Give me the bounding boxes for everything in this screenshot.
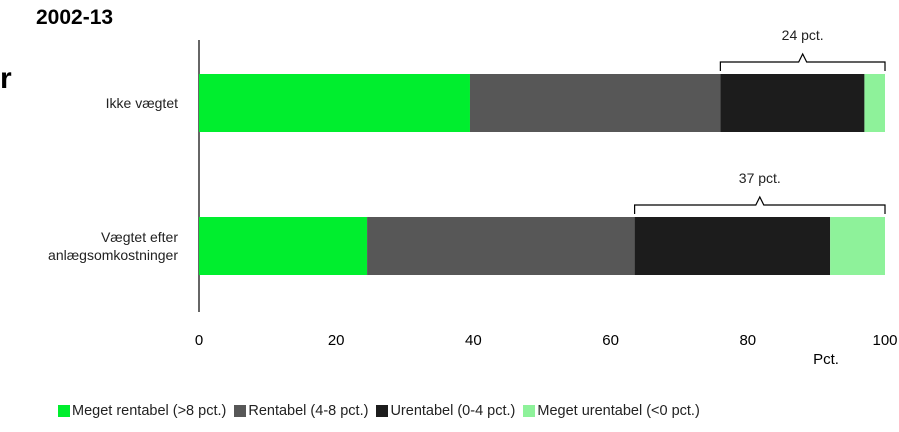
legend-item-2: Urentabel (0-4 pct.): [376, 403, 515, 419]
legend-swatch: [234, 405, 247, 417]
bar-segment-0-2: [720, 74, 865, 132]
legend-label: Rentabel (4-8 pct.): [248, 403, 369, 419]
legend-label: Meget urentabel (<0 pct.): [537, 403, 700, 419]
bar-segment-1-0: [199, 217, 368, 275]
legend-swatch: [523, 405, 536, 417]
category-label-1: Vægtet efter anlægsomkostninger: [48, 229, 178, 263]
bar-segment-1-1: [367, 217, 635, 275]
bar-segment-0-3: [864, 74, 885, 132]
x-tick-label: 40: [465, 332, 482, 349]
legend-item-1: Rentabel (4-8 pct.): [234, 403, 368, 419]
bar-segment-0-1: [469, 74, 721, 132]
x-tick-label: 100: [872, 332, 897, 349]
x-tick-label: 80: [739, 332, 756, 349]
x-tick-label: 60: [602, 332, 619, 349]
x-axis-label: Pct.: [813, 351, 839, 368]
legend-swatch: [58, 405, 70, 417]
legend-item-0: Meget rentabel (>8 pct.): [58, 403, 226, 419]
legend-swatch: [376, 405, 389, 417]
annotation-label-0: 24 pct.: [782, 27, 824, 43]
category-label-0: Ikke vægtet: [106, 95, 178, 111]
bar-segment-0-0: [199, 74, 470, 132]
cropped-text-glyph: r: [0, 62, 12, 95]
x-tick-label: 0: [195, 332, 203, 349]
legend: Meget rentabel (>8 pct.) Rentabel (4-8 pc…: [58, 403, 700, 419]
legend-label: Urentabel (0-4 pct.): [390, 403, 516, 419]
legend-label: Meget rentabel (>8 pct.): [72, 403, 227, 419]
annotation-label-1: 37 pct.: [739, 170, 781, 186]
annotation-brace-1: [634, 195, 886, 214]
bar-segment-1-3: [830, 217, 885, 275]
x-tick-label: 20: [328, 332, 345, 349]
stacked-bar-chart: Ikke vægtet Vægtet efter anlægsomkostninge…: [48, 27, 897, 368]
bar-segment-1-2: [634, 217, 831, 275]
annotation-brace-0: [719, 52, 886, 71]
chart-title: 2002-13: [36, 6, 114, 29]
legend-item-3: Meget urentabel (<0 pct.): [523, 403, 700, 419]
